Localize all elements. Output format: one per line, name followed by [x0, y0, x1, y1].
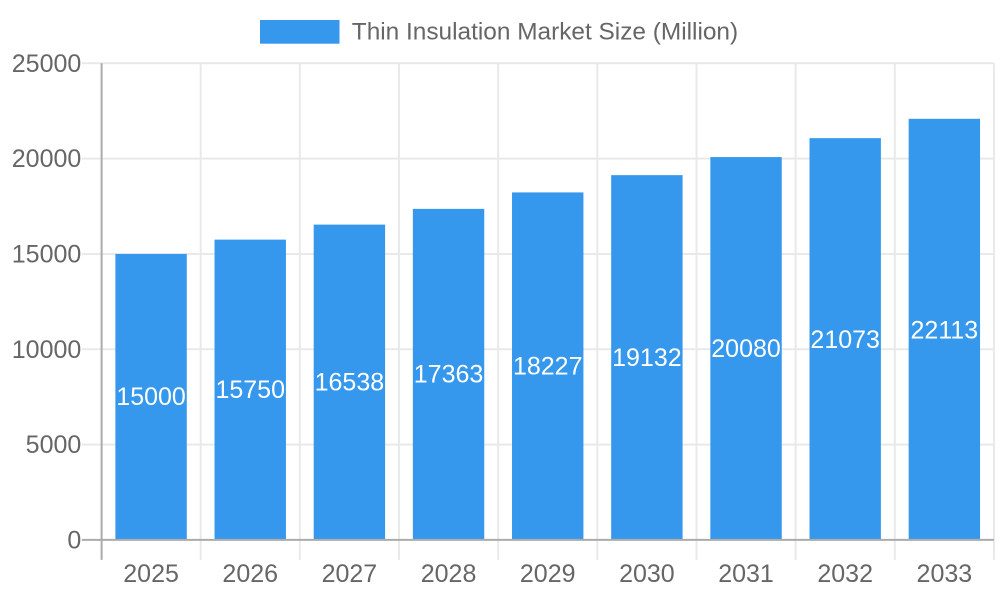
svg-text:2031: 2031 — [718, 560, 774, 588]
svg-text:19132: 19132 — [612, 344, 682, 372]
svg-text:2029: 2029 — [520, 560, 576, 588]
svg-text:20080: 20080 — [711, 335, 781, 363]
svg-text:2027: 2027 — [322, 560, 378, 588]
svg-text:0: 0 — [67, 527, 81, 555]
svg-text:25000: 25000 — [12, 50, 82, 78]
svg-text:2026: 2026 — [222, 560, 278, 588]
svg-text:2030: 2030 — [619, 560, 675, 588]
svg-text:Thin Insulation Market Size (M: Thin Insulation Market Size (Million) — [352, 19, 738, 46]
svg-text:15000: 15000 — [116, 383, 186, 411]
svg-text:2025: 2025 — [123, 560, 179, 588]
svg-text:2032: 2032 — [817, 560, 873, 588]
svg-text:22113: 22113 — [911, 316, 979, 344]
svg-text:18227: 18227 — [513, 353, 583, 381]
svg-text:21073: 21073 — [810, 326, 880, 354]
svg-text:2033: 2033 — [917, 560, 973, 588]
svg-text:20000: 20000 — [12, 145, 82, 173]
svg-text:17363: 17363 — [414, 361, 484, 389]
svg-text:10000: 10000 — [12, 336, 82, 364]
svg-text:15000: 15000 — [12, 241, 82, 269]
svg-text:5000: 5000 — [26, 431, 82, 459]
svg-text:15750: 15750 — [215, 376, 285, 404]
svg-text:16538: 16538 — [315, 369, 385, 397]
svg-text:2028: 2028 — [421, 560, 477, 588]
